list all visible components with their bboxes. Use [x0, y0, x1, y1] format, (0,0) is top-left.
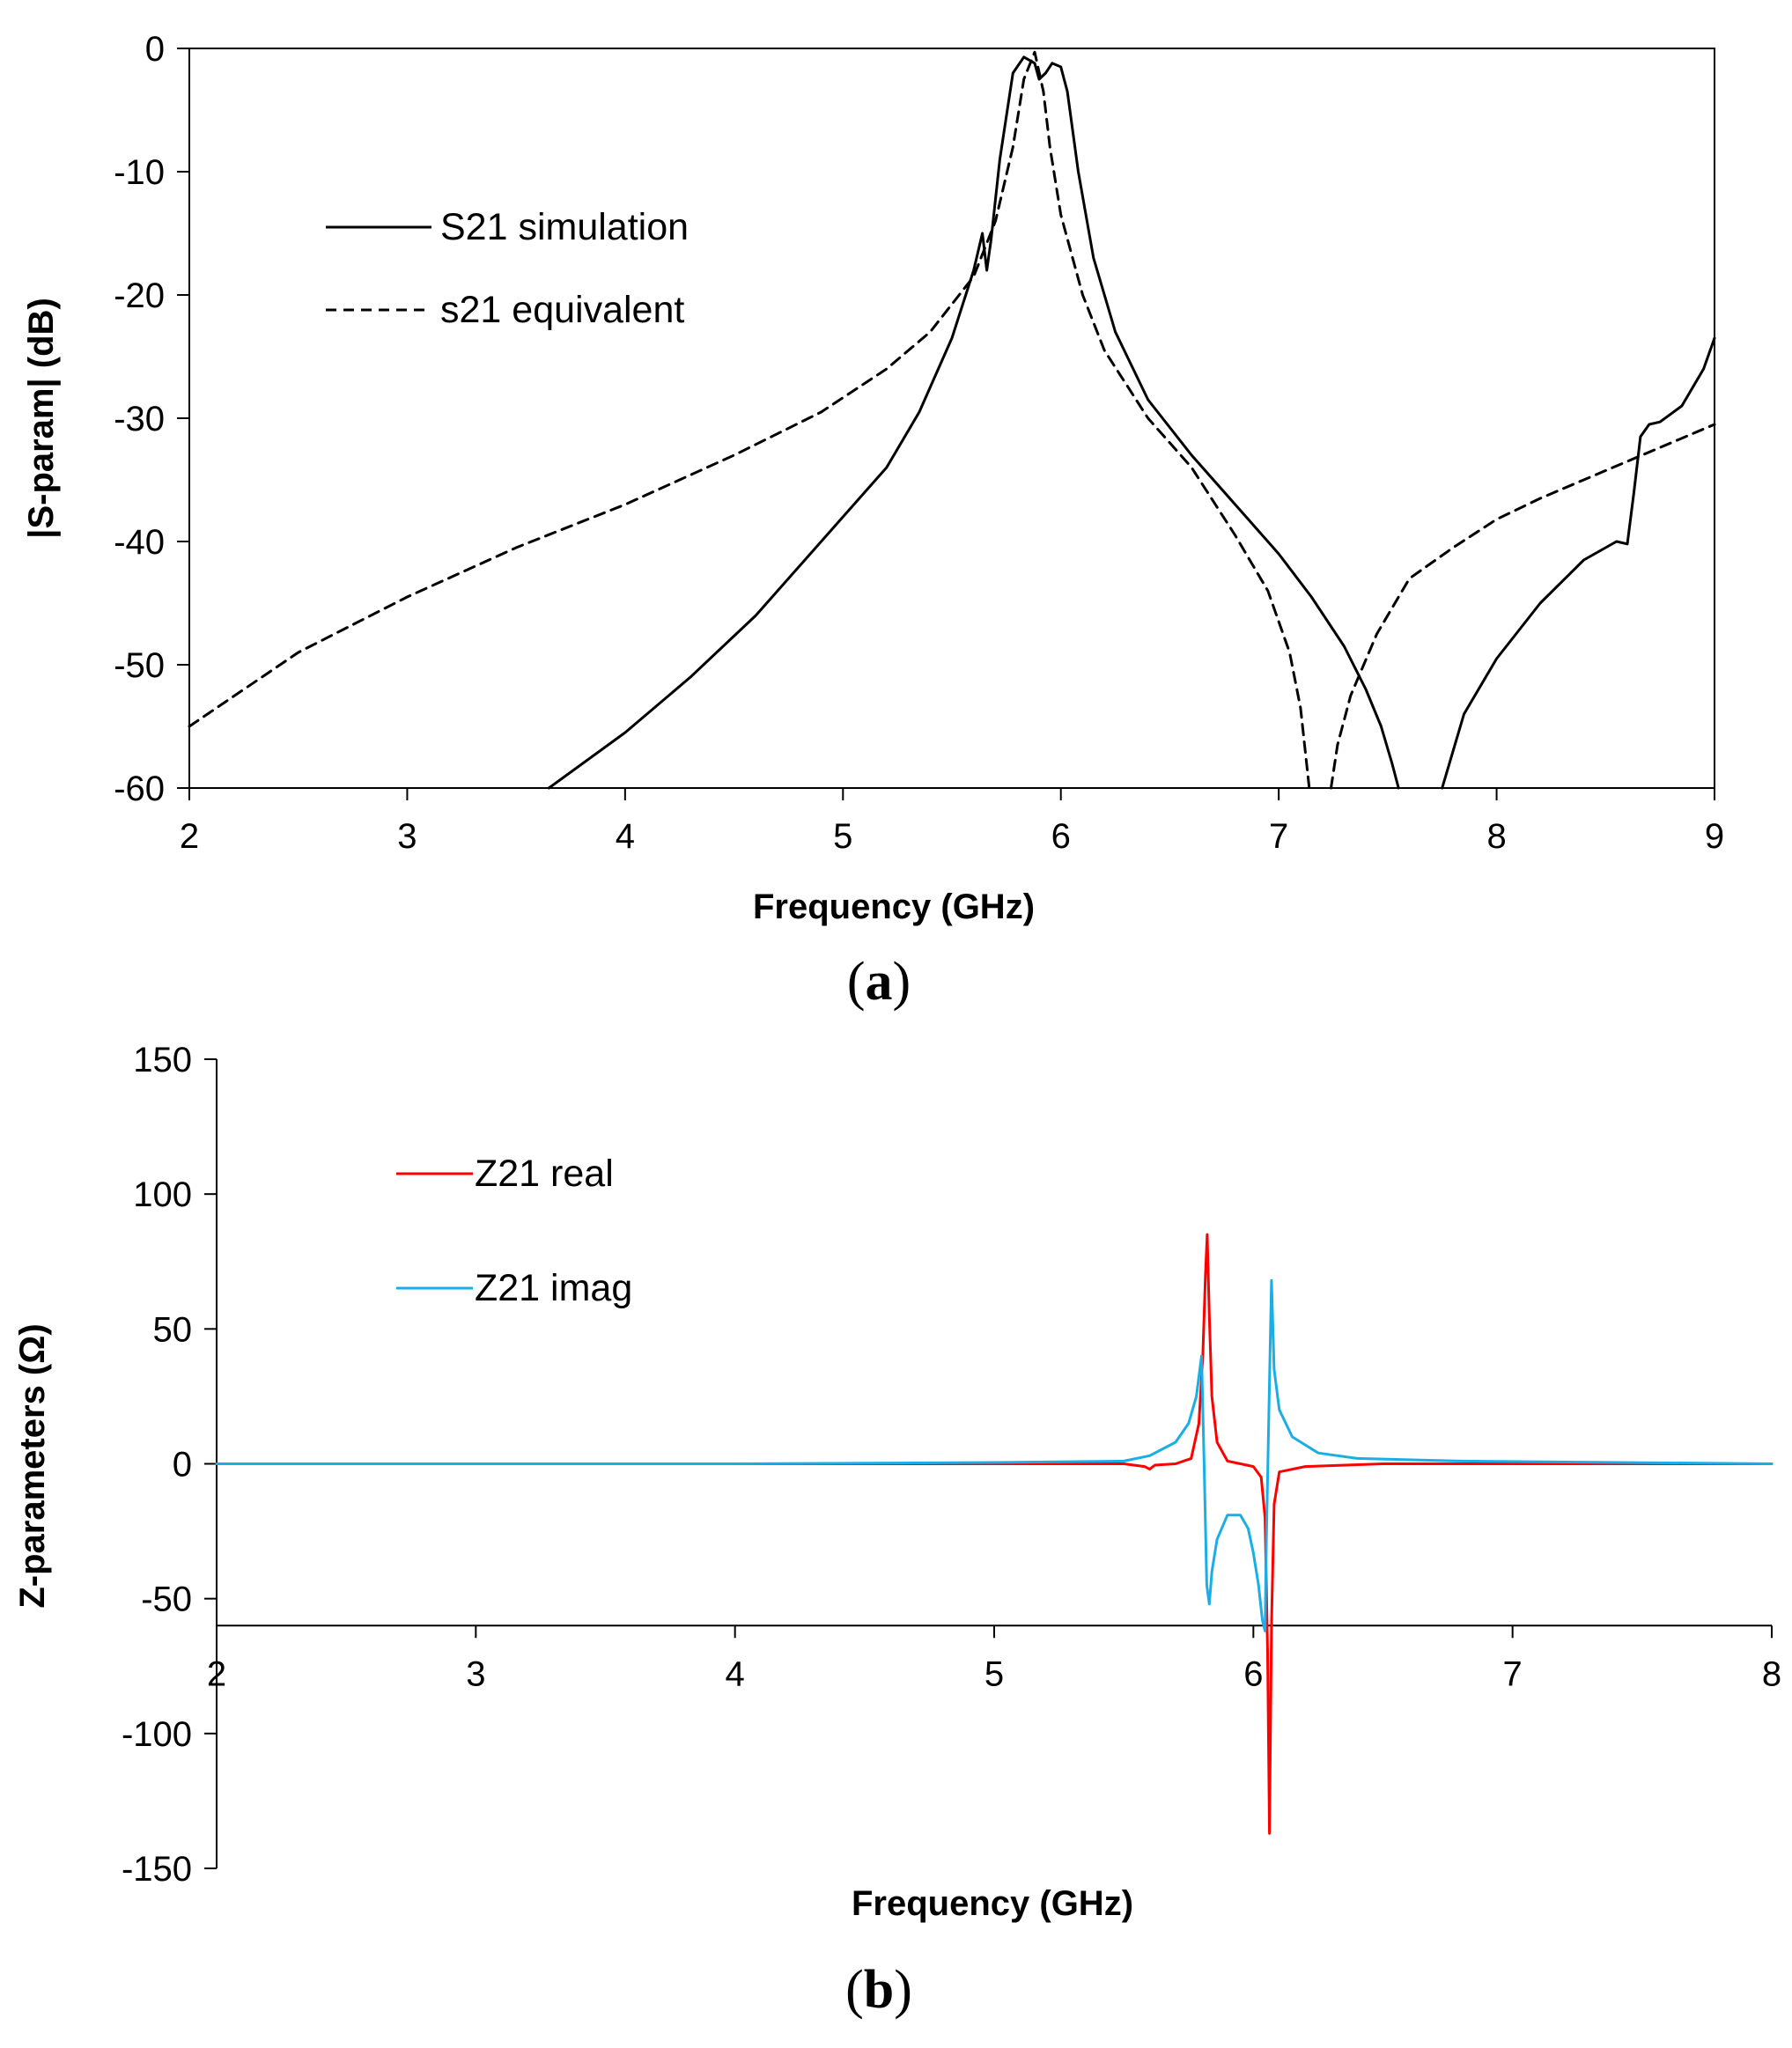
panel-a-y-tick-label: 0 [145, 30, 165, 69]
panel-a-chart: 0 -10 -20 -30 -40 -50 -60 2 3 4 5 6 7 8 9 Frequency (… [22, 30, 1724, 1012]
panel-a-x-tick-label: 6 [1051, 817, 1071, 856]
legend-label-z21-real: Z21 real [475, 1153, 614, 1195]
panel-b-y-tick-label: 100 [133, 1175, 192, 1214]
panel-a-y-tick-label: -50 [114, 646, 165, 685]
panel-a-y-tick-label: -40 [114, 523, 165, 562]
panel-a-y-tick-label: -60 [114, 770, 165, 808]
legend-label-z21-imag: Z21 imag [475, 1267, 632, 1309]
panel-b-series-group [215, 1233, 1774, 1835]
panel-b-y-tick-label: 150 [133, 1041, 192, 1079]
panel-b-y-tick-label: -50 [141, 1580, 192, 1619]
panel-a-series-s21-simulation-line [1441, 336, 1716, 790]
panel-b-legend: Z21 real Z21 imag [396, 1153, 632, 1309]
panel-a-y-tick-label: -10 [114, 153, 165, 192]
panel-b-y-axis: 150 100 50 0 -50 -100 -150 [122, 1041, 217, 1889]
panel-b-x-tick-label: 7 [1503, 1654, 1523, 1693]
panel-a-x-tick-label: 3 [397, 817, 417, 856]
panel-a-series-s21-equivalent-line [188, 50, 1311, 790]
panel-b-y-tick-label: 0 [173, 1446, 192, 1484]
panel-b-chart: 150 100 50 0 -50 -100 -150 2 3 4 5 6 7 8 Frequency (… [13, 1041, 1781, 2020]
panel-b-y-tick-label: -100 [122, 1715, 192, 1754]
panel-a-x-axis-title: Frequency (GHz) [753, 888, 1035, 926]
panel-a-y-axis: 0 -10 -20 -30 -40 -50 -60 [114, 30, 189, 808]
panel-b-x-tick-label: 6 [1243, 1654, 1263, 1693]
panel-a-series-s21-simulation-line [547, 55, 1400, 790]
panel-a-series-group [188, 50, 1716, 790]
panel-b-x-axis: 2 3 4 5 6 7 8 [207, 1624, 1781, 1693]
panel-b-x-tick-label: 3 [466, 1654, 485, 1693]
panel-b-y-tick-label: 50 [153, 1310, 193, 1349]
panel-b-x-tick-label: 4 [726, 1654, 745, 1693]
panel-a-x-axis: 2 3 4 5 6 7 8 9 [180, 788, 1724, 856]
panel-b-series-z21-imag-line [215, 1278, 1774, 1632]
panel-a-x-tick-label: 5 [833, 817, 852, 856]
panel-a-x-tick-label: 2 [180, 817, 199, 856]
panel-b-x-tick-label: 8 [1762, 1654, 1781, 1693]
panel-b-label-letter: b [864, 1960, 894, 2020]
panel-b-x-axis-title: Frequency (GHz) [852, 1884, 1133, 1923]
panel-a-label: (a) [847, 952, 911, 1012]
panel-a-x-tick-label: 7 [1269, 817, 1288, 856]
panel-a-x-tick-label: 9 [1705, 817, 1724, 856]
legend-label-s21-equivalent: s21 equivalent [440, 289, 684, 331]
panel-a-legend: S21 simulation s21 equivalent [326, 206, 689, 331]
panel-b-x-tick-label: 2 [207, 1654, 226, 1693]
panel-b-y-axis-title: Z-parameters (Ω) [13, 1323, 52, 1608]
panel-a-label-letter: a [866, 952, 893, 1012]
panel-a-x-tick-label: 8 [1486, 817, 1506, 856]
panel-b-label: (b) [845, 1960, 912, 2020]
panel-b-series-z21-real-line [215, 1233, 1774, 1835]
panel-a-series-s21-equivalent-line [1330, 423, 1716, 790]
panel-b-y-tick-label: -150 [122, 1850, 192, 1889]
panel-a-y-tick-label: -30 [114, 400, 165, 438]
legend-label-s21-simulation: S21 simulation [440, 206, 689, 248]
panel-a-x-tick-label: 4 [616, 817, 635, 856]
panel-b-x-tick-label: 5 [984, 1654, 1004, 1693]
panel-a-y-tick-label: -20 [114, 276, 165, 315]
panel-a-y-axis-title: |S-param| (dB) [22, 298, 61, 539]
